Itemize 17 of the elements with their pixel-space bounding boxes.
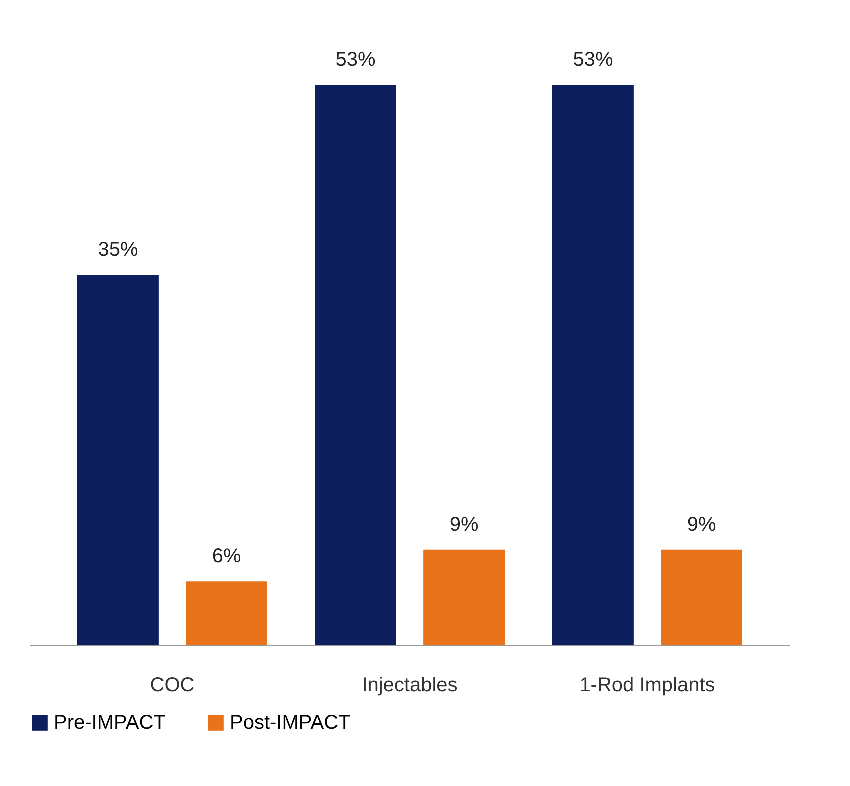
bar (424, 550, 505, 645)
x-tick-label: 1-Rod Implants (580, 674, 716, 696)
data-label: 9% (687, 514, 716, 536)
bar (78, 275, 159, 645)
bar (186, 582, 268, 645)
data-label: 53% (573, 49, 614, 71)
bar (661, 550, 742, 645)
data-label: 35% (98, 239, 138, 262)
bar (315, 85, 396, 645)
bar (552, 85, 634, 645)
data-label: 9% (450, 514, 479, 536)
data-label: 53% (336, 49, 376, 71)
legend-label: Post-IMPACT (230, 712, 351, 734)
x-tick-label: Injectables (362, 674, 458, 696)
data-label: 6% (212, 546, 242, 568)
x-tick-label: COC (150, 674, 195, 696)
legend-label: Pre-IMPACT (54, 712, 166, 734)
